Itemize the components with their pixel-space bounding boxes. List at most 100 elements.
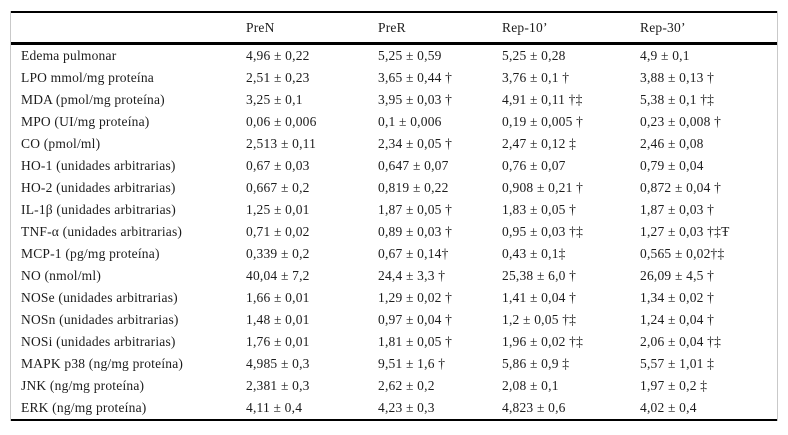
table-row: MCP-1 (pg/mg proteína) 0,339 ± 0,2 0,67 ± …	[11, 243, 777, 265]
value-cell: 4,11 ± 0,4	[246, 400, 303, 415]
row-label: LPO mmol/mg proteína	[21, 70, 154, 85]
row-label: MCP-1 (pg/mg proteína)	[21, 246, 160, 261]
row-label: MDA (pmol/mg proteína)	[21, 92, 165, 107]
column-header: PreR	[378, 12, 502, 45]
value-cell: 0,819 ± 0,22	[378, 180, 449, 195]
value-cell: 0,89 ± 0,03 †	[378, 224, 453, 239]
value-cell: 1,2 ± 0,05 †‡	[502, 312, 577, 327]
value-cell: 0,06 ± 0,006	[246, 114, 317, 129]
value-cell: 1,29 ± 0,02 †	[378, 290, 453, 305]
value-cell: 5,86 ± 0,9 ‡	[502, 356, 570, 371]
value-cell: 0,76 ± 0,07	[502, 158, 566, 173]
table-row: NOSe (unidades arbitrarias) 1,66 ± 0,01 1,…	[11, 287, 777, 309]
table-row: TNF-α (unidades arbitrarias) 0,71 ± 0,02 0…	[11, 221, 777, 243]
value-cell: 1,41 ± 0,04 †	[502, 290, 577, 305]
value-cell: 1,25 ± 0,01	[246, 202, 310, 217]
value-cell: 26,09 ± 4,5 †	[640, 268, 715, 283]
value-cell: 4,91 ± 0,11 †‡	[502, 92, 583, 107]
table-row: MPO (UI/mg proteína) 0,06 ± 0,006 0,1 ± 0,…	[11, 111, 777, 133]
value-cell: 1,83 ± 0,05 †	[502, 202, 577, 217]
table-row: NO (nmol/ml) 40,04 ± 7,2 24,4 ± 3,3 † 25,38…	[11, 265, 777, 287]
column-header: PreN	[246, 12, 378, 45]
table-row: NOSn (unidades arbitrarias) 1,48 ± 0,01 0,…	[11, 309, 777, 331]
value-cell: 2,513 ± 0,11	[246, 136, 317, 151]
table-row: JNK (ng/mg proteína) 2,381 ± 0,3 2,62 ± 0,…	[11, 375, 777, 397]
value-cell: 1,27 ± 0,03 †‡Ŧ	[640, 224, 730, 239]
row-label: CO (pmol/ml)	[21, 136, 101, 151]
row-label: HO-1 (unidades arbitrarias)	[21, 158, 176, 173]
value-cell: 4,823 ± 0,6	[502, 400, 566, 415]
value-cell: 2,51 ± 0,23	[246, 70, 310, 85]
value-cell: 4,985 ± 0,3	[246, 356, 310, 371]
row-label: NOSi (unidades arbitrarias)	[21, 334, 176, 349]
header-row: PreN PreR Rep-10’ Rep-30’	[11, 12, 777, 45]
table-frame: PreN PreR Rep-10’ Rep-30’ Edema pulmonar 4,9…	[10, 11, 778, 421]
value-cell: 1,96 ± 0,02 †‡	[502, 334, 584, 349]
row-label: Edema pulmonar	[21, 48, 117, 63]
value-cell: 25,38 ± 6,0 †	[502, 268, 577, 283]
value-cell: 1,24 ± 0,04 †	[640, 312, 715, 327]
value-cell: 2,46 ± 0,08	[640, 136, 704, 151]
value-cell: 2,08 ± 0,1	[502, 378, 559, 393]
value-cell: 5,57 ± 1,01 ‡	[640, 356, 715, 371]
value-cell: 1,81 ± 0,05 †	[378, 334, 453, 349]
row-label: JNK (ng/mg proteína)	[21, 378, 145, 393]
value-cell: 0,67 ± 0,03	[246, 158, 310, 173]
value-cell: 3,88 ± 0,13 †	[640, 70, 715, 85]
column-header: Rep-30’	[640, 12, 777, 45]
value-cell: 1,48 ± 0,01	[246, 312, 310, 327]
row-label: IL-1β (unidades arbitrarias)	[21, 202, 176, 217]
row-label: NOSn (unidades arbitrarias)	[21, 312, 179, 327]
table-row: HO-1 (unidades arbitrarias) 0,67 ± 0,03 0,…	[11, 155, 777, 177]
column-header: Rep-10’	[502, 12, 640, 45]
value-cell: 0,19 ± 0,005 †	[502, 114, 584, 129]
value-cell: 5,38 ± 0,1 †‡	[640, 92, 715, 107]
row-label: MAPK p38 (ng/mg proteína)	[21, 356, 184, 371]
table-row: NOSi (unidades arbitrarias) 1,76 ± 0,01 1,…	[11, 331, 777, 353]
value-cell: 0,43 ± 0,1‡	[502, 246, 566, 261]
value-cell: 40,04 ± 7,2	[246, 268, 310, 283]
table-row: HO-2 (unidades arbitrarias) 0,667 ± 0,2 0,…	[11, 177, 777, 199]
value-cell: 1,97 ± 0,2 ‡	[640, 378, 708, 393]
value-cell: 0,79 ± 0,04	[640, 158, 704, 173]
value-cell: 1,66 ± 0,01	[246, 290, 310, 305]
table-header: PreN PreR Rep-10’ Rep-30’	[11, 12, 777, 45]
value-cell: 3,95 ± 0,03 †	[378, 92, 453, 107]
value-cell: 4,9 ± 0,1	[640, 48, 690, 63]
value-cell: 5,25 ± 0,59	[378, 48, 442, 63]
value-cell: 2,47 ± 0,12 ‡	[502, 136, 577, 151]
value-cell: 24,4 ± 3,3 †	[378, 268, 446, 283]
value-cell: 0,667 ± 0,2	[246, 180, 310, 195]
value-cell: 4,96 ± 0,22	[246, 48, 310, 63]
value-cell: 2,06 ± 0,04 †‡	[640, 334, 722, 349]
row-label: NO (nmol/ml)	[21, 268, 102, 283]
value-cell: 0,1 ± 0,006	[378, 114, 442, 129]
row-label: MPO (UI/mg proteína)	[21, 114, 150, 129]
value-cell: 0,67 ± 0,14†	[378, 246, 449, 261]
value-cell: 2,62 ± 0,2	[378, 378, 435, 393]
value-cell: 3,65 ± 0,44 †	[378, 70, 453, 85]
row-label: NOSe (unidades arbitrarias)	[21, 290, 178, 305]
row-label: HO-2 (unidades arbitrarias)	[21, 180, 176, 195]
table-row: LPO mmol/mg proteína 2,51 ± 0,23 3,65 ± 0,…	[11, 67, 777, 89]
table-row: Edema pulmonar 4,96 ± 0,22 5,25 ± 0,59 5,25…	[11, 44, 777, 68]
column-header-empty	[11, 12, 246, 45]
value-cell: 0,339 ± 0,2	[246, 246, 310, 261]
value-cell: 0,908 ± 0,21 †	[502, 180, 584, 195]
value-cell: 1,87 ± 0,05 †	[378, 202, 453, 217]
value-cell: 1,34 ± 0,02 †	[640, 290, 715, 305]
value-cell: 1,87 ± 0,03 †	[640, 202, 715, 217]
value-cell: 2,381 ± 0,3	[246, 378, 310, 393]
value-cell: 0,95 ± 0,03 †‡	[502, 224, 584, 239]
results-table: PreN PreR Rep-10’ Rep-30’ Edema pulmonar 4,9…	[11, 11, 777, 421]
table-row: MDA (pmol/mg proteína) 3,25 ± 0,1 3,95 ± 0…	[11, 89, 777, 111]
value-cell: 0,872 ± 0,04 †	[640, 180, 722, 195]
row-label: ERK (ng/mg proteína)	[21, 400, 147, 415]
value-cell: 3,25 ± 0,1	[246, 92, 303, 107]
value-cell: 4,23 ± 0,3	[378, 400, 435, 415]
value-cell: 2,34 ± 0,05 †	[378, 136, 453, 151]
value-cell: 3,76 ± 0,1 †	[502, 70, 570, 85]
value-cell: 0,565 ± 0,02†‡	[640, 246, 725, 261]
value-cell: 4,02 ± 0,4	[640, 400, 697, 415]
